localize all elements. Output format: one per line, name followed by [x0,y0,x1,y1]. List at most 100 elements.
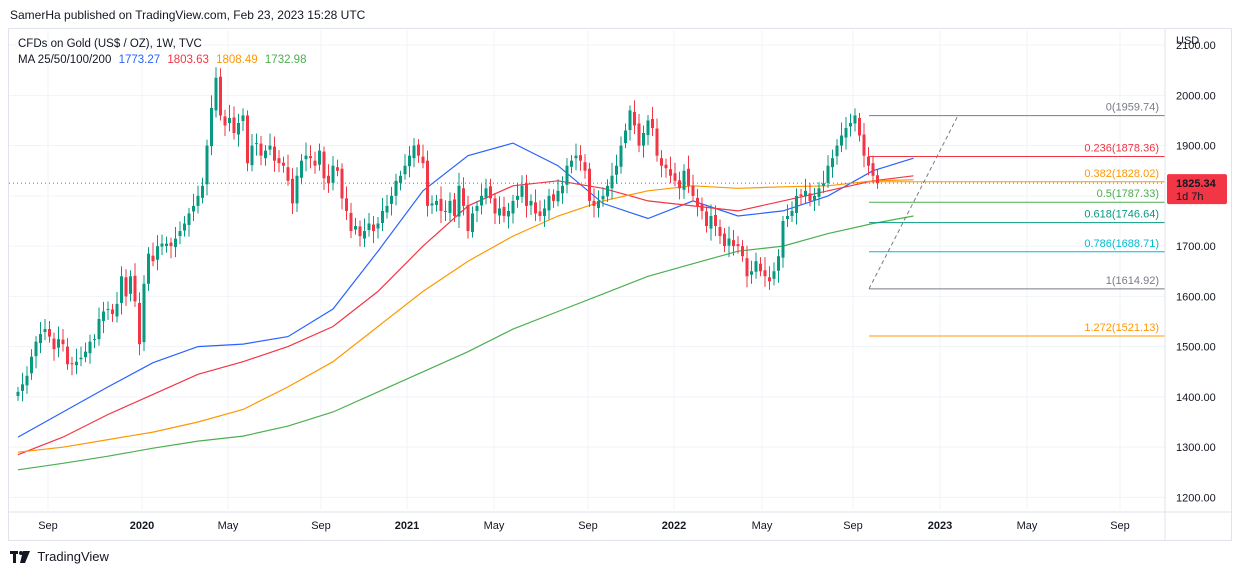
candle [52,332,56,361]
candle [223,109,227,137]
candle-body [358,226,362,237]
candle [309,145,312,169]
candle-body [363,231,366,239]
x-tick-label: Sep [843,520,863,532]
y-tick-label: 1600.00 [1176,291,1216,303]
candle [619,136,623,174]
x-tick-label: May [1017,520,1038,532]
candle-body [439,198,443,211]
candle-body [84,351,87,358]
candle [372,215,375,244]
candle-body [142,283,146,343]
candle [876,169,879,189]
candle [592,188,596,218]
candle [435,194,438,212]
candle-body [565,165,569,185]
candle [115,291,119,323]
candle [471,206,474,238]
candle-body [115,303,119,317]
candle-body [223,116,227,126]
candle [358,220,362,247]
candle [273,136,276,172]
candle-body [592,200,596,206]
candle-body [853,115,857,124]
candle-body [48,329,51,337]
candle-body [327,175,330,184]
candle [88,334,92,364]
candle-body [367,223,371,231]
candle-body [385,205,389,213]
candle [768,266,771,290]
candlestick-layer [16,67,879,402]
candle [331,156,335,191]
candle [268,133,272,156]
candle [790,201,794,222]
candle-body [543,208,546,216]
candle [853,108,857,132]
candle-body [43,329,47,333]
candle [21,372,24,402]
candle-body [723,233,726,247]
candle [399,170,402,191]
candle [462,177,465,216]
footer-branding: TradingView [10,549,109,564]
candle-body [615,165,618,175]
candle [255,133,258,156]
candle [624,123,627,149]
ma-line-ma-25 [17,142,914,438]
candle-body [745,258,749,277]
candle [394,173,398,206]
candle [403,154,407,180]
candle [237,113,240,147]
symbol-line: CFDs on Gold (US$ / OZ), 1W, TVC [18,38,202,50]
candle [120,266,123,315]
candle [246,110,249,172]
candle [250,134,254,172]
candle [862,122,866,168]
candle-body [835,145,839,157]
candle-body [714,214,717,227]
candle-body [309,156,312,159]
candle-body [57,339,60,348]
ma-line-ma-200 [17,215,914,471]
candle-body [718,227,722,237]
candle-body [583,162,587,171]
candle-body [673,173,677,181]
candle-body [507,210,510,217]
y-tick-label: 2100.00 [1176,40,1216,52]
candle [741,240,744,262]
fib-label: 0.236(1878.36) [1084,142,1159,154]
candle-body [264,150,267,159]
candle [673,162,677,187]
candle [727,226,731,258]
x-tick-label: May [484,520,505,532]
candle-body [633,111,636,126]
candle-body [151,255,155,262]
candle-body [664,164,668,169]
candle [660,150,663,178]
candle [493,192,497,225]
candle [106,301,110,321]
candle [354,217,357,235]
candle [259,136,263,166]
candle [858,112,861,142]
candle [129,270,132,302]
candle [867,147,870,176]
candle [453,192,456,222]
candle [349,202,353,239]
candle-body [205,145,209,185]
candle-body [88,341,92,354]
candle-body [700,204,704,211]
candle-body [516,195,519,200]
candle [480,184,483,215]
candle-body [120,276,123,303]
candle-body [304,155,308,160]
candle [165,236,168,253]
y-tick-label: 1900.00 [1176,141,1216,153]
candle [192,193,195,221]
candle-body [727,238,731,246]
candle [547,188,551,220]
candle [750,260,753,284]
x-tick-label: Sep [38,520,58,532]
